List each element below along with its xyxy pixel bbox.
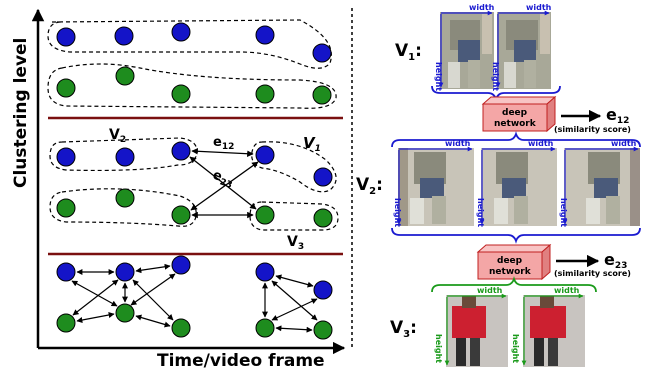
- v2-width-label-3: width: [611, 139, 637, 148]
- node-blue: [313, 167, 333, 187]
- label-e23: e23: [210, 168, 236, 191]
- v3-label: V3:: [390, 318, 417, 340]
- node-blue: [171, 255, 191, 275]
- node-green: [56, 313, 76, 333]
- edge-arrow: [191, 148, 254, 157]
- v2-width-label-1: width: [445, 139, 471, 148]
- network2-score: (similarity score): [554, 269, 631, 278]
- v3-width-label-1: width: [477, 286, 503, 295]
- v3-width-label-2: width: [554, 286, 580, 295]
- node-blue: [56, 27, 76, 47]
- v1-height-label-1: height: [434, 62, 443, 91]
- network1-score: (similarity score): [554, 125, 631, 134]
- node-blue: [255, 145, 275, 165]
- v2-label: V2:: [356, 175, 383, 197]
- v2-height-label-2: height: [476, 198, 485, 227]
- label-v2: V2: [109, 127, 126, 145]
- node-green: [312, 85, 332, 105]
- deep-network-2: deep network: [476, 243, 552, 281]
- node-green: [115, 303, 135, 323]
- v3-dimension-arrows: [444, 293, 584, 366]
- node-green: [255, 318, 275, 338]
- pipeline-panel: V1: width width height height: [356, 3, 641, 367]
- v3-frame-2: [523, 295, 585, 367]
- node-blue: [313, 280, 333, 300]
- node-green: [171, 84, 191, 104]
- v2-brace-bottom: [391, 227, 641, 244]
- node-green: [313, 320, 333, 340]
- edge-arrow: [190, 161, 259, 211]
- node-blue: [115, 262, 135, 282]
- network2-line2: network: [489, 267, 532, 277]
- v1-label: V1:: [395, 41, 422, 63]
- v3-height-label-2: height: [511, 334, 520, 363]
- v1-frame-2: [497, 12, 551, 89]
- node-blue: [56, 262, 76, 282]
- cluster-outline-top-blue: [47, 19, 332, 69]
- v2-height-label-1: height: [393, 198, 402, 227]
- v2-frame-1: [398, 148, 474, 226]
- node-blue: [115, 147, 135, 167]
- node-blue: [56, 147, 76, 167]
- cluster-outline-top-green: [47, 63, 337, 109]
- node-blue: [312, 43, 332, 63]
- v2-height-label-3: height: [559, 198, 568, 227]
- v1-width-label-1: width: [469, 3, 495, 12]
- node-blue: [255, 262, 275, 282]
- label-e12: e12: [213, 135, 234, 152]
- node-green: [56, 198, 76, 218]
- node-blue: [255, 25, 275, 45]
- network1-line1: deep: [502, 108, 528, 118]
- node-blue: [114, 26, 134, 46]
- v3-frame-1: [446, 295, 508, 367]
- node-blue: [171, 22, 191, 42]
- v2-frame-2: [481, 148, 557, 226]
- v3-brace-top: [431, 276, 597, 293]
- label-v3: V3: [287, 234, 304, 252]
- node-green: [313, 208, 333, 228]
- clustering-plot: Clustering level Time/video frame: [11, 8, 353, 371]
- node-green: [171, 205, 191, 225]
- node-green: [171, 318, 191, 338]
- label-v1: V1: [303, 134, 321, 154]
- v2-brace-top: [391, 131, 641, 148]
- v2-width-label-2: width: [528, 139, 554, 148]
- v1-dimension-arrows: [438, 10, 550, 88]
- v2-frame-3: [564, 148, 640, 226]
- v2-dimension-arrows: [396, 146, 639, 225]
- cluster-outline-green-left: [49, 188, 197, 227]
- network2-line1: deep: [497, 256, 523, 266]
- network1-output: e12: [606, 105, 629, 126]
- v1-height-label-2: height: [491, 62, 500, 91]
- deep-network-1: deep network: [481, 95, 557, 133]
- v1-width-label-2: width: [526, 3, 552, 12]
- node-blue: [171, 141, 191, 161]
- node-green: [115, 66, 135, 86]
- network1-line2: network: [494, 119, 537, 129]
- node-green: [255, 84, 275, 104]
- y-axis-label: Clustering level: [11, 38, 31, 188]
- node-green: [56, 78, 76, 98]
- network2-output: e23: [604, 250, 627, 271]
- node-green: [115, 188, 135, 208]
- node-green: [255, 205, 275, 225]
- bottom-edges: [71, 263, 318, 333]
- v1-frame-1: [440, 12, 494, 89]
- v3-height-label-1: height: [434, 334, 443, 363]
- x-axis-label: Time/video frame: [157, 351, 325, 371]
